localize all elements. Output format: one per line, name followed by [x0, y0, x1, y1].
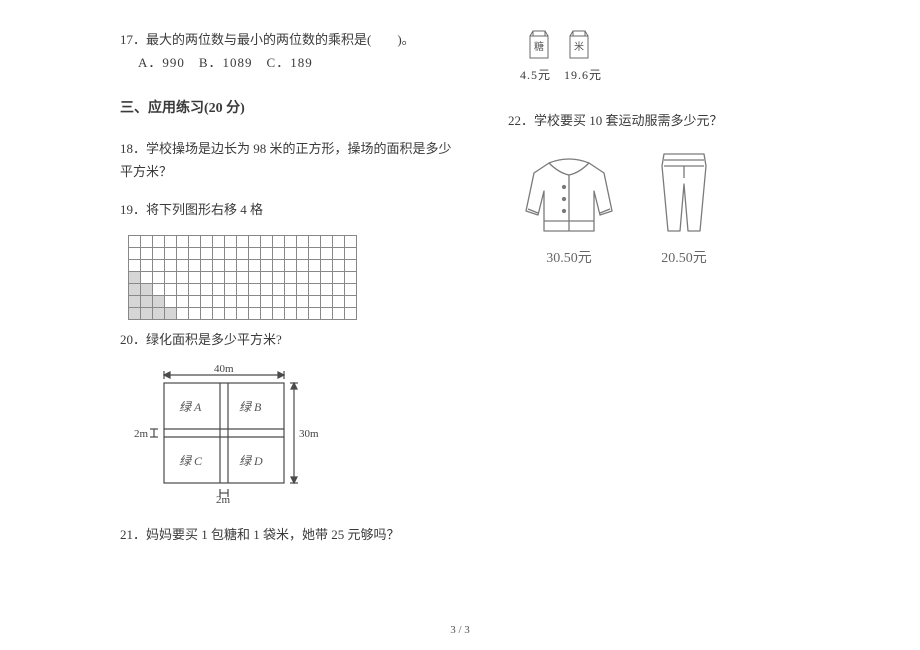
q17-text: 最大的两位数与最小的两位数的乘积是( )。	[146, 32, 415, 47]
green-fig-height: 30m	[299, 428, 319, 440]
page-number: 3 / 3	[450, 624, 470, 636]
green-fig-gap-h: 2m	[216, 494, 231, 505]
grid-table	[128, 235, 357, 320]
q20-number: 20．	[120, 332, 146, 347]
green-area-figure: 40m 30m 2m 2m 绿 A 绿 B 绿 C 绿 D	[134, 365, 460, 509]
jacket-icon	[514, 151, 624, 241]
q20-text: 绿化面积是多少平方米?	[146, 332, 282, 347]
question-18: 18．学校操场是边长为 98 米的正方形，操场的面积是多少平方米？	[120, 137, 460, 184]
sugar-price: 4.5元	[520, 68, 551, 82]
question-17: 17．最大的两位数与最小的两位数的乘积是( )。 A．990 B．1089 C．…	[120, 28, 460, 75]
grid-figure	[128, 235, 460, 320]
green-box-a: 绿 A	[179, 400, 202, 414]
pants-icon	[644, 146, 724, 241]
green-fig-width: 40m	[214, 365, 234, 375]
question-22: 22．学校要买 10 套运动服需多少元？	[508, 109, 820, 132]
q21-text: 妈妈要买 1 包糖和 1 袋米，她带 25 元够吗？	[146, 527, 400, 542]
question-21: 21．妈妈要买 1 包糖和 1 袋米，她带 25 元够吗？	[120, 523, 460, 546]
jacket-price: 30.50元	[514, 247, 624, 267]
left-column: 17．最大的两位数与最小的两位数的乘积是( )。 A．990 B．1089 C．…	[120, 28, 460, 561]
q19-text: 将下列图形右移 4 格	[146, 202, 263, 217]
rice-char: 米	[574, 40, 584, 53]
q21-number: 21．	[120, 527, 146, 542]
green-fig-gap-v: 2m	[134, 428, 149, 440]
sugar-char: 糖	[534, 40, 544, 53]
q17-number: 17．	[120, 32, 146, 47]
q18-number: 18．	[120, 141, 146, 156]
q18-text: 学校操场是边长为 98 米的正方形，操场的面积是多少平方米？	[120, 141, 452, 179]
clothes-figure: 30.50元 20.50元	[514, 146, 820, 267]
pants-price: 20.50元	[644, 247, 724, 267]
right-column: 糖 米 4.5元 19.6元 22．学校要买 10 套运动服需多少元？	[500, 28, 820, 561]
section-title: 三、应用练习(20 分)	[120, 97, 460, 117]
green-box-c: 绿 C	[179, 454, 203, 468]
green-box-d: 绿 D	[239, 454, 263, 468]
rice-bag-icon: 米	[564, 28, 594, 60]
question-20: 20．绿化面积是多少平方米?	[120, 328, 460, 351]
q19-number: 19．	[120, 202, 146, 217]
bags-figure: 糖 米	[524, 28, 820, 62]
q22-text: 学校要买 10 套运动服需多少元？	[534, 113, 723, 128]
q17-choices: A．990 B．1089 C．189	[120, 51, 460, 74]
q22-number: 22．	[508, 113, 534, 128]
rice-price: 19.6元	[564, 68, 602, 82]
sugar-bag-icon: 糖	[524, 28, 554, 60]
green-box-b: 绿 B	[239, 400, 262, 414]
question-19: 19．将下列图形右移 4 格	[120, 198, 460, 221]
bag-prices: 4.5元 19.6元	[520, 66, 820, 83]
